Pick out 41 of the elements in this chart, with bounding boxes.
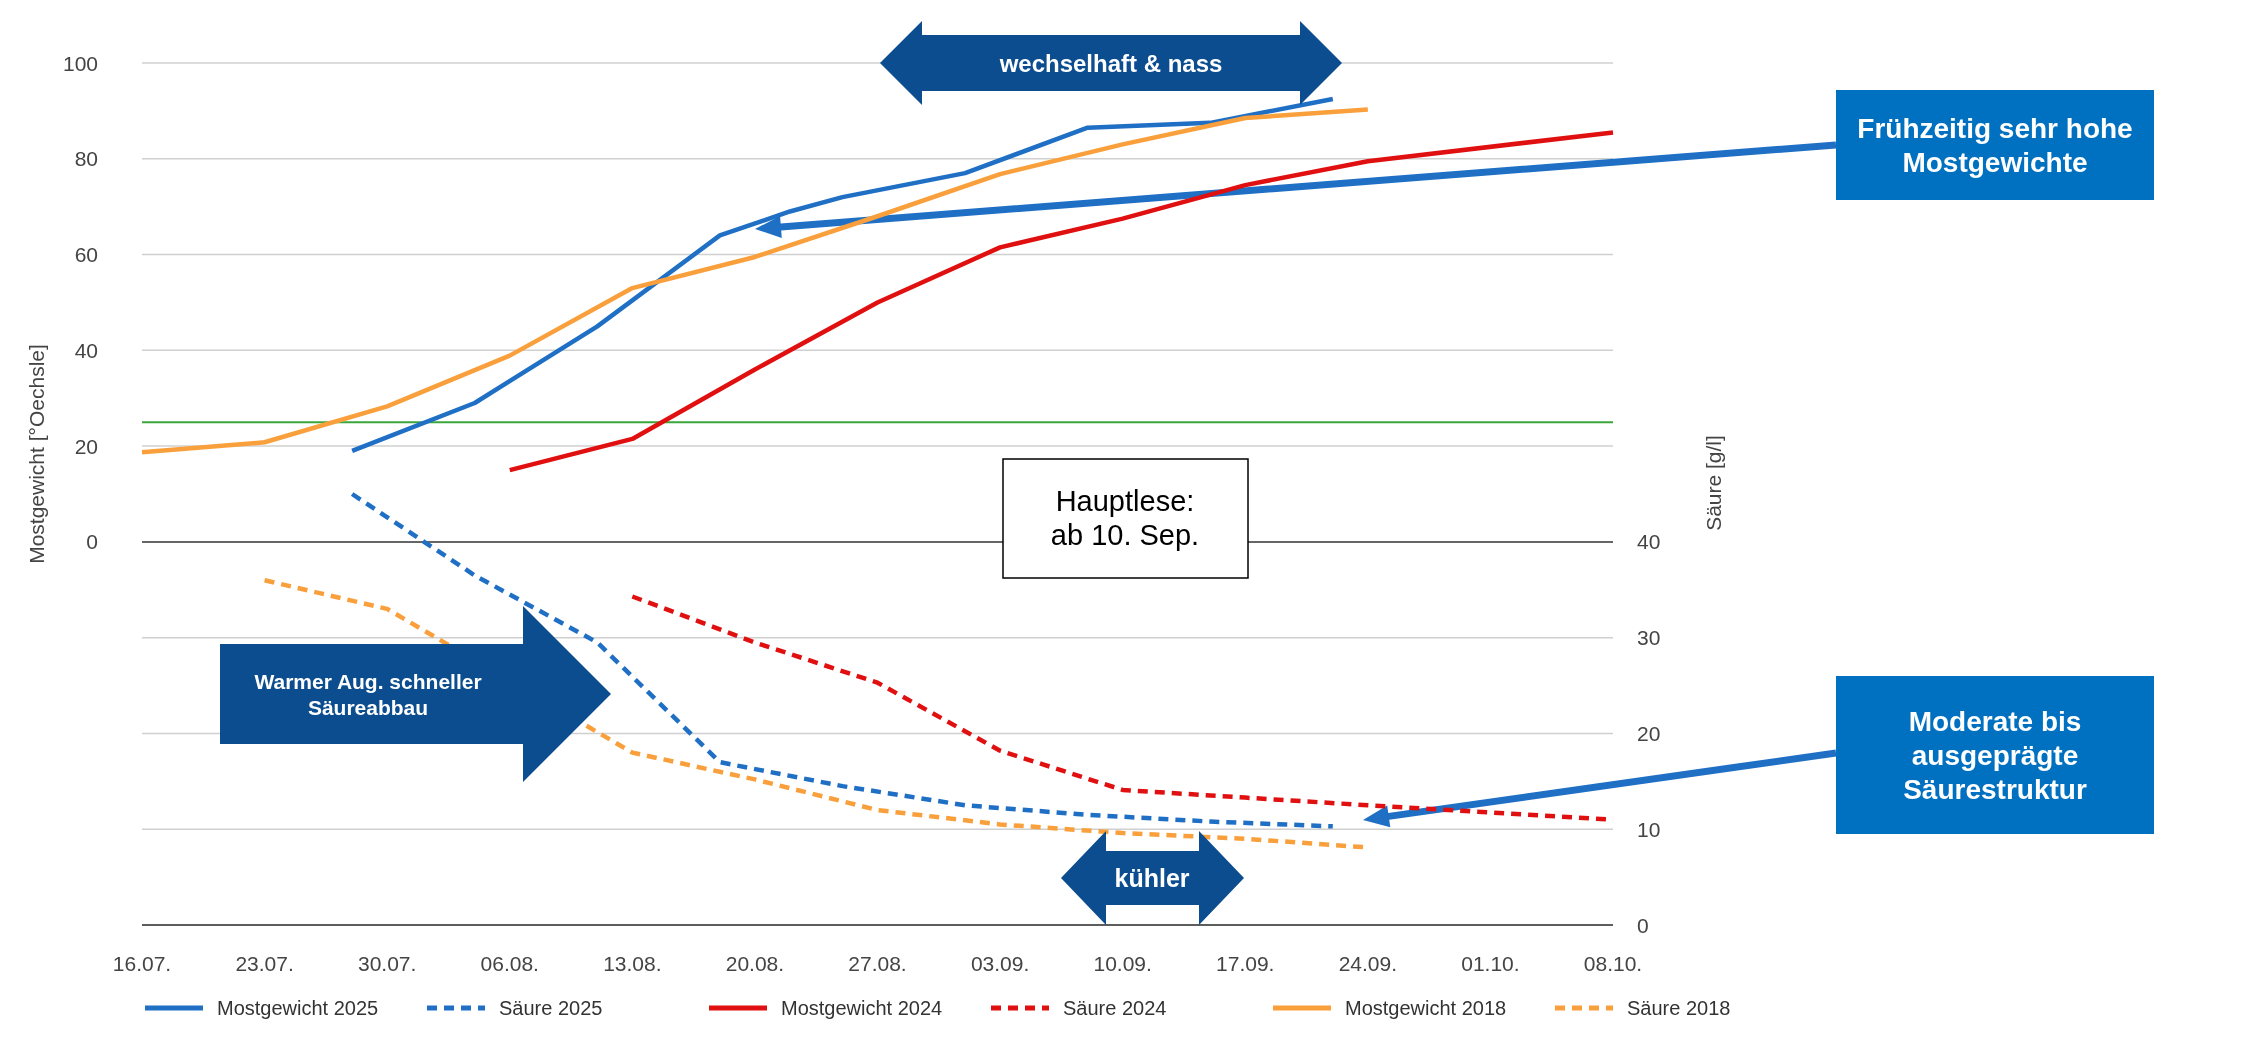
y-tick-label: 60	[74, 243, 98, 267]
text: Moderate bis ausgeprägte Säurestruktur	[1903, 705, 2087, 805]
y2-axis-title: Säure [g/l]	[1701, 435, 1725, 531]
annotation: wechselhaft & nass	[998, 49, 1223, 77]
text: Frühzeitig sehr hohe Mostgewichte	[1857, 112, 2133, 178]
legend-label: Mostgewicht 2025	[217, 997, 379, 1019]
x-tick-label: 08.10.	[1583, 951, 1643, 975]
annotation: Warmer Aug. schneller Säureabbau	[254, 669, 482, 719]
annotation: Hauptlese: ab 10. Sep.	[1050, 484, 1200, 552]
y2-tick-label: 30	[1637, 626, 1661, 650]
x-tick-label: 27.08.	[848, 951, 907, 975]
x-tick-label: 10.09.	[1093, 951, 1152, 975]
y2-tick-label: 40	[1637, 530, 1661, 554]
line-series	[139, 107, 1371, 455]
y-tick-label: 40	[74, 338, 98, 362]
x-tick-label: 17.09.	[1216, 951, 1275, 975]
annotation: kühler	[1114, 864, 1190, 892]
y-tick-label: 0	[86, 530, 98, 554]
x-tick-label: 03.09.	[970, 951, 1030, 975]
legend-label: Mostgewicht 2018	[1345, 997, 1507, 1019]
legend-label: Säure 2018	[1627, 997, 1731, 1019]
legend-label: Säure 2025	[499, 997, 603, 1019]
x-tick-label: 24.09.	[1338, 951, 1398, 975]
y-axis-title: Mostgewicht [°Oechsle]	[24, 344, 48, 564]
x-tick-label: 13.08.	[603, 951, 662, 975]
line-series	[507, 130, 1616, 473]
x-tick-label: 16.07.	[112, 951, 172, 975]
x-tick-label: 01.10.	[1461, 951, 1520, 975]
y-tick-label: 80	[74, 147, 98, 171]
y-tick-label: 20	[74, 434, 98, 458]
y2-tick-label: 10	[1637, 817, 1661, 841]
y-tick-label: 100	[62, 51, 98, 75]
legend-label: Mostgewicht 2024	[781, 997, 943, 1019]
y2-tick-label: 0	[1637, 913, 1649, 937]
x-tick-label: 06.08.	[480, 951, 539, 975]
x-tick-label: 20.08.	[725, 951, 785, 975]
legend-label: Säure 2024	[1063, 997, 1167, 1019]
y2-tick-label: 20	[1637, 721, 1661, 745]
x-tick-label: 23.07.	[235, 951, 294, 975]
x-tick-label: 30.07.	[357, 951, 417, 975]
line-series	[349, 96, 1336, 454]
